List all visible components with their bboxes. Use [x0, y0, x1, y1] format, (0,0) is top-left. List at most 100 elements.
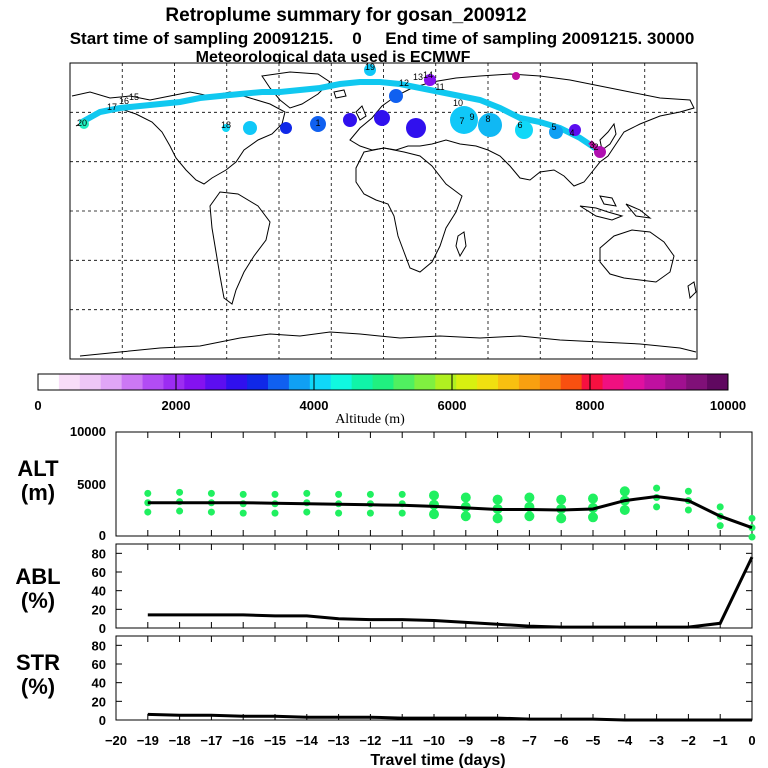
- cluster-marker: [343, 113, 357, 127]
- colorbar-cell: [644, 374, 666, 390]
- map-day-label: 4: [569, 128, 574, 138]
- map-day-label: 3: [589, 140, 594, 150]
- alt-cluster-dot: [716, 522, 724, 530]
- cluster-marker: [310, 116, 326, 132]
- colorbar-cell: [623, 374, 645, 390]
- cluster-marker: [79, 119, 89, 129]
- alt-cluster-dot: [239, 490, 247, 498]
- coast-australia: [599, 229, 675, 283]
- coast-indonesia: [579, 195, 652, 221]
- x-tick-label: −4: [617, 733, 633, 748]
- coast-south-america: [209, 191, 271, 305]
- alt-cluster-dot: [335, 490, 343, 498]
- alt-cluster-dot: [716, 503, 724, 511]
- colorbar-tick-label: 0: [34, 398, 41, 413]
- alt-cluster-dot: [303, 489, 311, 497]
- colorbar-tick-label: 6000: [438, 398, 467, 413]
- cluster-marker: [243, 121, 257, 135]
- alt-cluster-dot: [556, 513, 567, 524]
- x-tick-label: −7: [522, 733, 537, 748]
- colorbar-cell: [330, 374, 353, 390]
- map-day-label: 10: [453, 98, 463, 108]
- map-day-label: 11: [435, 82, 444, 92]
- alt-label: ALT: [17, 456, 59, 481]
- map-day-label: 6: [517, 120, 522, 130]
- cluster-marker: [389, 89, 403, 103]
- colorbar-cell: [539, 374, 562, 390]
- alt-cluster-dot: [684, 506, 692, 514]
- map-day-label: 1: [315, 118, 320, 128]
- alt-cluster-dot: [271, 509, 279, 517]
- map-day-label: 5: [551, 122, 556, 132]
- colorbar-cell: [456, 374, 478, 390]
- met-data-line: Meteorological data used is ECMWF: [196, 49, 471, 66]
- alt-cluster-dot: [588, 493, 598, 504]
- colorbar-cell: [518, 374, 541, 390]
- map-day-label: 16: [119, 96, 129, 106]
- colorbar-cell: [205, 374, 227, 390]
- cluster-marker: [364, 64, 376, 76]
- cluster-marker: [424, 74, 436, 86]
- colorbar-cell: [38, 374, 60, 390]
- alt-cluster-dot: [303, 508, 311, 516]
- source-marker: [594, 146, 606, 158]
- x-tick-label: −14: [296, 733, 319, 748]
- alt-cluster-dot: [207, 489, 215, 497]
- alt-cluster-dot: [366, 509, 374, 517]
- alt-cluster-dot: [398, 509, 406, 517]
- alt-cluster-dot: [524, 492, 535, 503]
- colorbar-cell: [142, 374, 164, 390]
- colorbar-cell: [435, 374, 457, 390]
- colorbar-cell: [581, 374, 604, 390]
- cluster-marker: [512, 72, 520, 80]
- colorbar-cell: [268, 374, 290, 390]
- alt-cluster-dot: [684, 487, 692, 495]
- colorbar-cell: [351, 374, 374, 390]
- x-tick-label: −15: [264, 733, 286, 748]
- colorbar-tick-label: 10000: [710, 398, 746, 413]
- colorbar-cell: [247, 374, 269, 390]
- colorbar-tick-label: 8000: [576, 398, 605, 413]
- alt-panel: ALT (m) 10000 5000 0: [17, 424, 756, 543]
- colorbar-cell: [100, 374, 123, 390]
- colorbar-label: Altitude (m): [335, 412, 405, 427]
- alt-cluster-dot: [335, 509, 343, 517]
- x-tick-label: −10: [423, 733, 445, 748]
- alt-frame: [115, 431, 753, 537]
- colorbar-cell: [288, 374, 311, 390]
- x-tick-label: −1: [713, 733, 728, 748]
- map-day-label: 19: [365, 62, 375, 72]
- colorbar-cell: [163, 374, 185, 390]
- alt-ytick: 0: [99, 528, 106, 543]
- alt-cluster-dot: [619, 486, 630, 497]
- x-tick-label: −5: [586, 733, 601, 748]
- colorbar-cell: [707, 374, 729, 390]
- alt-cluster-dot: [207, 508, 215, 516]
- map-day-label: 12: [399, 78, 409, 88]
- colorbar-cell: [372, 374, 394, 390]
- colorbar-tick-label: 2000: [162, 398, 191, 413]
- coast-africa: [355, 147, 463, 273]
- alt-cluster-dot: [271, 490, 279, 498]
- sampling-time-line: Start time of sampling 20091215. 0 End t…: [70, 29, 695, 48]
- alt-cluster-dot: [366, 490, 374, 498]
- alt-cluster-dot: [176, 507, 184, 515]
- x-tick-label: −2: [681, 733, 696, 748]
- y-tick-label: 60: [92, 565, 106, 580]
- alt-cluster-dot: [460, 492, 471, 503]
- abl-panel: ABL (%) 80 60 40 20 0: [15, 543, 754, 636]
- alt-cluster-dot: [492, 513, 503, 524]
- cluster-marker: [280, 122, 292, 134]
- alt-unit: (m): [21, 480, 55, 505]
- map-day-label: 15: [129, 92, 139, 102]
- colorbar-cell: [79, 374, 102, 390]
- alt-mean-line: [147, 494, 753, 530]
- map-day-label: 2: [593, 142, 598, 152]
- coast-uk-iceland: [333, 89, 367, 121]
- alt-cluster-dot: [619, 505, 630, 515]
- map-day-label: 14: [423, 70, 433, 80]
- alt-axis-ticks: [115, 432, 753, 536]
- map-day-label: 20: [77, 118, 87, 128]
- trajectory-path: [79, 79, 601, 153]
